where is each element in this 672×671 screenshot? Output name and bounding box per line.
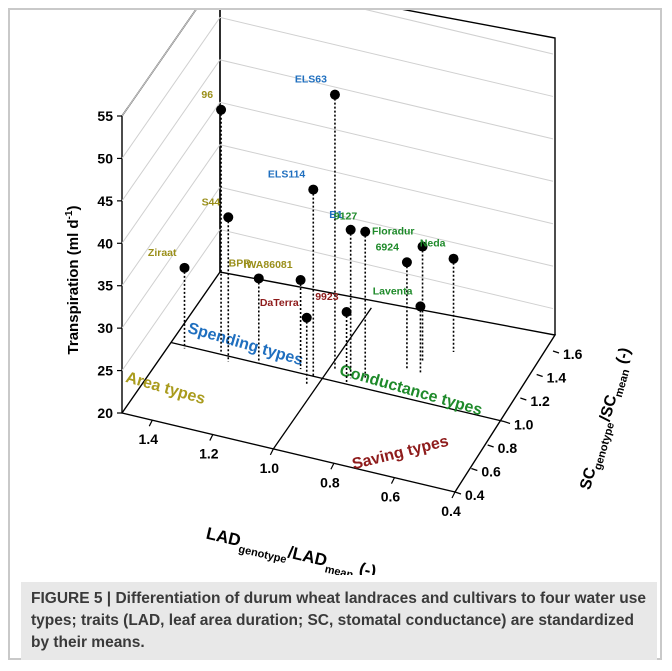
point-label: 96 (201, 89, 213, 101)
z-tick-label: 45 (97, 193, 113, 209)
data-point (401, 257, 412, 268)
point-label: 9127 (334, 211, 358, 223)
y-axis-title: SCgenotype/SCmean (-) (577, 346, 638, 493)
y-tick (503, 420, 511, 425)
z-tick-label: 40 (97, 235, 113, 251)
point-label: DaTerra (260, 297, 299, 309)
x-tick (269, 448, 274, 456)
x-tick (451, 491, 456, 499)
quadrant-labels: Spending types Conductance types Area type… (124, 320, 484, 473)
quadrant-label: Saving types (350, 433, 450, 473)
z-axis-title: Transpiration (ml d-1) (64, 206, 82, 355)
chart-floor (120, 271, 557, 493)
gridline (121, 144, 554, 286)
y-tick-label: 0.6 (481, 464, 501, 480)
x-tick (148, 419, 153, 427)
data-point (345, 224, 356, 235)
y-tick-label: 0.8 (498, 440, 518, 456)
point-label: Ziraat (148, 247, 177, 259)
data-point (360, 226, 371, 237)
divider-sc (170, 341, 505, 423)
x-tick-label: 1.4 (139, 431, 159, 447)
y-tick (536, 373, 543, 378)
point-label: S44 (202, 196, 221, 208)
y-tick (454, 491, 462, 495)
point-label: 6924 (376, 241, 400, 253)
z-tick-label: 30 (97, 320, 113, 336)
x-tick-label: 1.2 (199, 446, 219, 462)
point-label: IWA86081 (244, 259, 293, 271)
y-tick (552, 350, 560, 354)
data-point (216, 104, 227, 115)
gridline (121, 16, 554, 159)
y-tick-label: 1.2 (530, 393, 550, 409)
data-point (179, 262, 190, 273)
point-label: BPR (229, 257, 252, 269)
data-point (329, 89, 340, 100)
gridline (121, 186, 554, 329)
x-tick (390, 477, 395, 484)
point-label: ELS63 (295, 74, 327, 86)
quadrant-label: Spending types (186, 320, 305, 369)
data-point (253, 273, 264, 284)
axis-ticks: 20 25 30 35 40 45 50 55 1.4 1.2 1.0 0.8 0.6 0.40.4 0.6… (97, 108, 582, 519)
y-tick-label: 1.0 (514, 417, 534, 433)
floor-plane (120, 271, 557, 493)
data-point (295, 275, 306, 286)
gridline (121, 101, 554, 244)
quadrant-label: Conductance types (338, 362, 485, 419)
data-point (308, 184, 319, 195)
x-axis-title: LADgenotype/LADmean (-) (203, 524, 378, 575)
figure-caption: FIGURE 5 | Differentiation of durum whea… (21, 582, 657, 660)
point-label: Floradur (372, 226, 415, 238)
point-label: Neda (420, 238, 446, 250)
left-wall (121, 10, 221, 413)
scatter3d-chart: Spending types Conductance types Area type… (64, 10, 638, 575)
x-tick-label: 1.0 (260, 460, 280, 476)
gridline (121, 229, 554, 371)
y-tick-label: 1.4 (547, 370, 567, 386)
y-tick (471, 467, 478, 472)
point-label: B1 (329, 209, 343, 221)
x-tick (209, 434, 214, 441)
z-tick-label: 50 (97, 150, 113, 166)
z-tick-label: 55 (97, 108, 113, 124)
caption-label: FIGURE 5 | (31, 590, 112, 607)
data-point (341, 307, 352, 318)
x-tick-label: 0.8 (320, 474, 340, 490)
z-tick-label: 20 (97, 405, 113, 421)
x-tick (330, 463, 335, 470)
data-point (223, 212, 234, 223)
x-tick-label: 0.4 (441, 503, 461, 519)
y-tick-label: 0.4 (465, 487, 485, 503)
chart-gridlines (121, 10, 554, 371)
point-label: Laventa (373, 285, 413, 297)
quadrant-label: Area types (124, 369, 207, 408)
data-point (417, 241, 428, 252)
caption-text: Differentiation of durum wheat landraces… (31, 590, 646, 651)
data-point (415, 301, 426, 312)
point-label: ELS114 (268, 169, 306, 181)
x-tick-label: 0.6 (381, 489, 401, 505)
data-point (448, 253, 459, 264)
y-tick-label: 1.6 (563, 346, 583, 362)
y-tick (520, 397, 527, 401)
point-label: 9923 (315, 291, 339, 303)
gridline (121, 59, 554, 202)
figure-frame: Spending types Conductance types Area type… (8, 8, 662, 660)
y-tick (487, 444, 494, 448)
z-tick-label: 25 (97, 363, 113, 379)
z-tick-label: 35 (97, 278, 113, 294)
data-point (301, 312, 312, 323)
back-wall (219, 10, 556, 335)
gridline (121, 10, 554, 117)
